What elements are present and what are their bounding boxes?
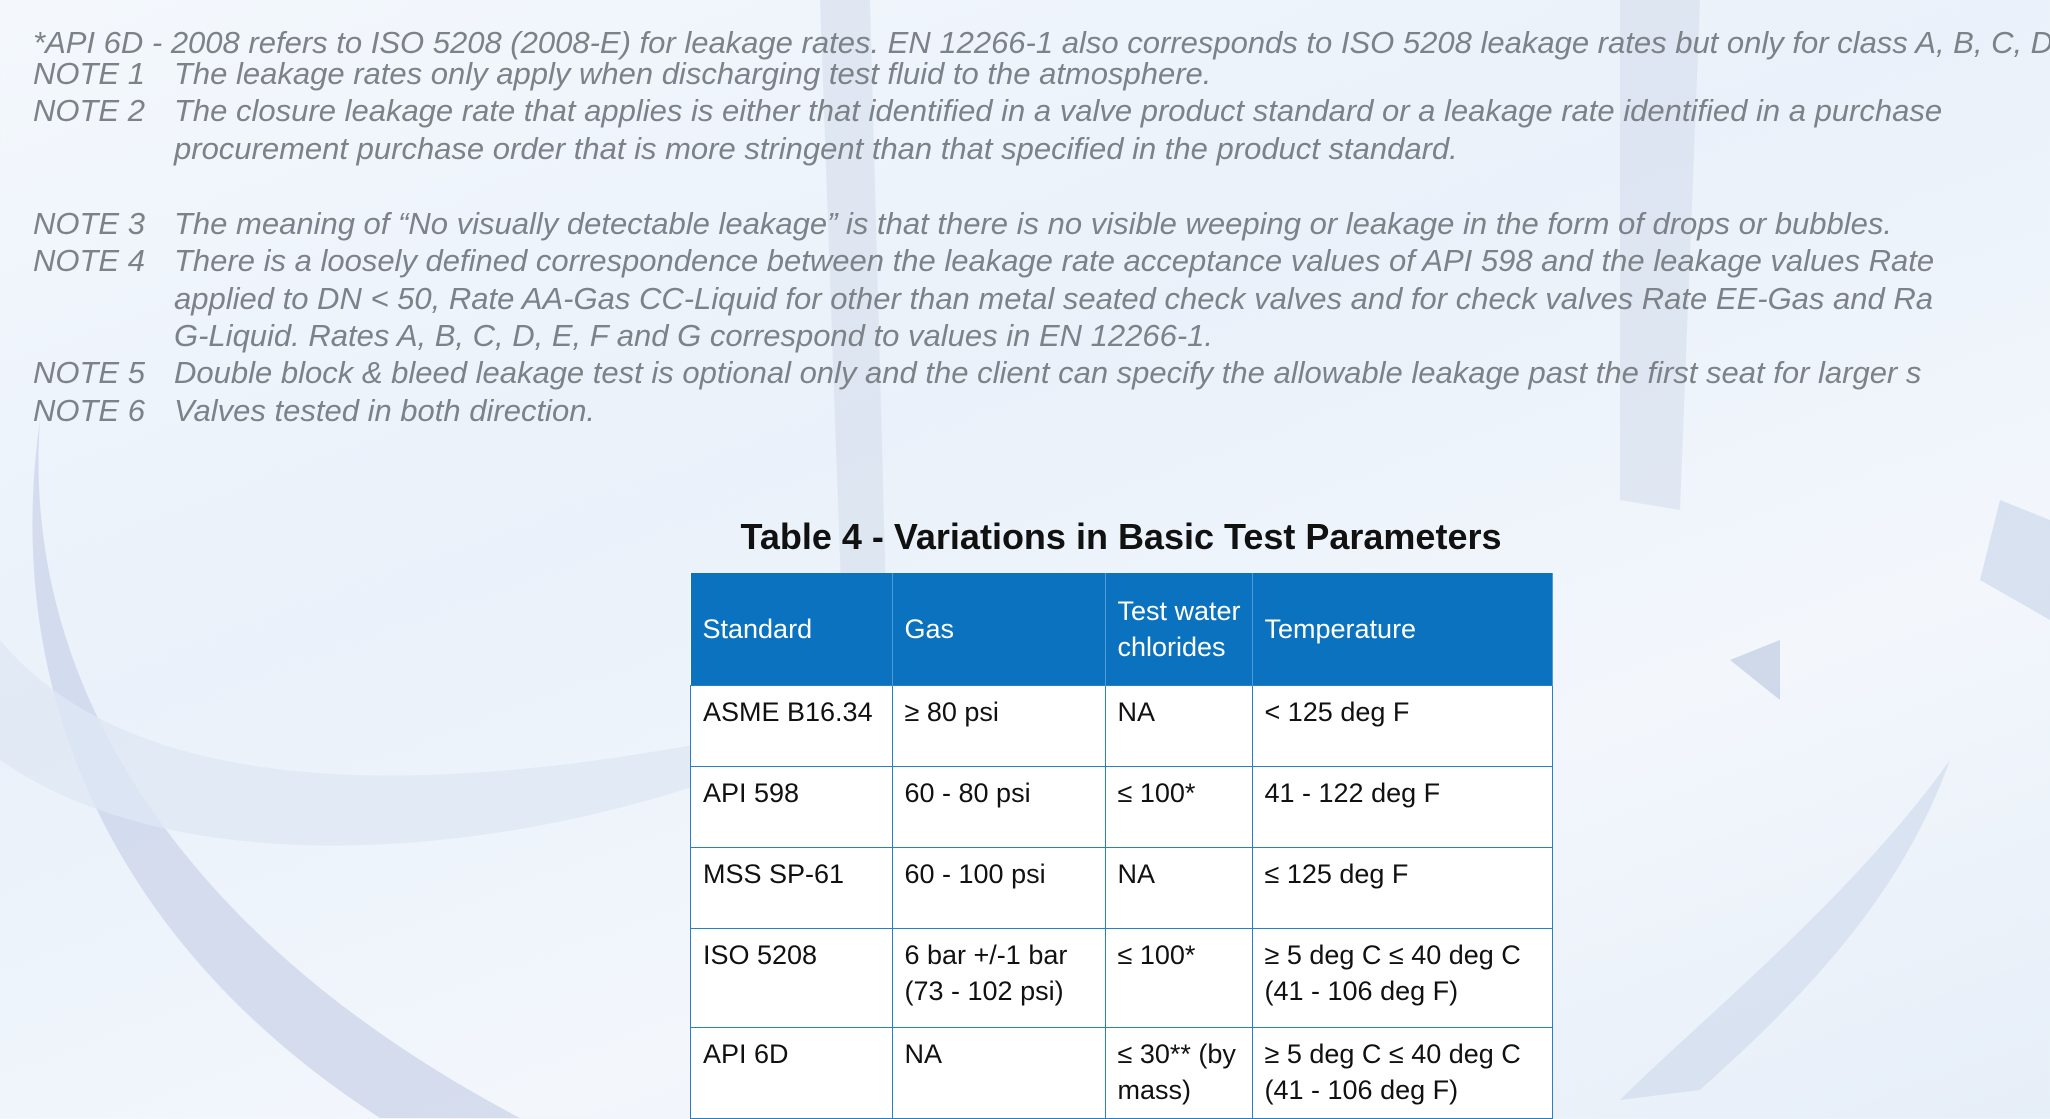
table-cell: ≤ 100* <box>1104 928 1253 1028</box>
table-cell: API 598 <box>690 766 893 848</box>
table-cell: NA <box>891 1027 1106 1119</box>
table-cell: ≤ 30** (by mass) <box>1104 1027 1253 1119</box>
note-text: The leakage rates only apply when discha… <box>174 56 1212 91</box>
table-cell: ≥ 80 psi <box>891 685 1106 767</box>
table-title: Table 4 - Variations in Basic Test Param… <box>740 516 1502 557</box>
note-text: procurement purchase order that is more … <box>174 130 1458 166</box>
header-gas: Gas <box>892 573 1106 686</box>
header-chlorides: Test water chlorides <box>1105 573 1253 686</box>
table-cell: ≥ 5 deg C ≤ 40 deg C (41 - 106 deg F) <box>1251 928 1553 1028</box>
header-temperature: Temperature <box>1252 573 1553 686</box>
table-cell: ≥ 5 deg C ≤ 40 deg C (41 - 106 deg F) <box>1251 1027 1553 1119</box>
footnote: *API 6D - 2008 refers to ISO 5208 (2008-… <box>33 25 2050 60</box>
table-cell: NA <box>1104 685 1253 767</box>
note-text: The meaning of “No visually detectable l… <box>174 206 1893 241</box>
table-cell: API 6D <box>690 1027 893 1119</box>
note-text: The closure leakage rate that applies is… <box>174 93 1943 128</box>
table-cell: ASME B16.34 <box>690 685 893 767</box>
note-label: NOTE 3 <box>33 206 145 241</box>
table-cell: ≤ 125 deg F <box>1251 847 1553 929</box>
table-cell: < 125 deg F <box>1251 685 1553 767</box>
table-cell: ISO 5208 <box>690 928 893 1028</box>
table-header-row: Standard Gas Test water chlorides Temper… <box>690 573 1553 686</box>
note-text: There is a loosely defined correspondenc… <box>174 243 1935 278</box>
note-text: Double block & bleed leakage test is opt… <box>174 355 1922 390</box>
table-cell: 41 - 122 deg F <box>1251 766 1553 848</box>
note-label: NOTE 2 <box>33 93 145 128</box>
note-text: applied to DN < 50, Rate AA-Gas CC-Liqui… <box>174 280 1933 316</box>
table-row: ISO 5208 6 bar +/-1 bar (73 - 102 psi) ≤ 1… <box>690 928 1553 1028</box>
test-parameters-table: Standard Gas Test water chlorides Temper… <box>690 573 1553 1119</box>
table-cell: NA <box>1104 847 1253 929</box>
table-cell: ≤ 100* <box>1104 766 1253 848</box>
note-text: Valves tested in both direction. <box>174 393 596 428</box>
table-cell: 60 - 100 psi <box>891 847 1106 929</box>
table-row: ASME B16.34 ≥ 80 psi NA < 125 deg F <box>690 685 1553 767</box>
note-text: G-Liquid. Rates A, B, C, D, E, F and G c… <box>174 318 1214 353</box>
note-label: NOTE 1 <box>33 56 145 91</box>
table-row: API 6D NA ≤ 30** (by mass) ≥ 5 deg C ≤ 40 d… <box>690 1027 1553 1119</box>
table-row: API 598 60 - 80 psi ≤ 100* 41 - 122 deg F <box>690 766 1553 848</box>
table-cell: 60 - 80 psi <box>891 766 1106 848</box>
note-label: NOTE 6 <box>33 393 145 428</box>
header-standard: Standard <box>690 573 893 686</box>
note-label: NOTE 4 <box>33 243 145 278</box>
table-cell: MSS SP-61 <box>690 847 893 929</box>
table-row: MSS SP-61 60 - 100 psi NA ≤ 125 deg F <box>690 847 1553 929</box>
note-label: NOTE 5 <box>33 355 145 390</box>
table-cell: 6 bar +/-1 bar (73 - 102 psi) <box>891 928 1106 1028</box>
